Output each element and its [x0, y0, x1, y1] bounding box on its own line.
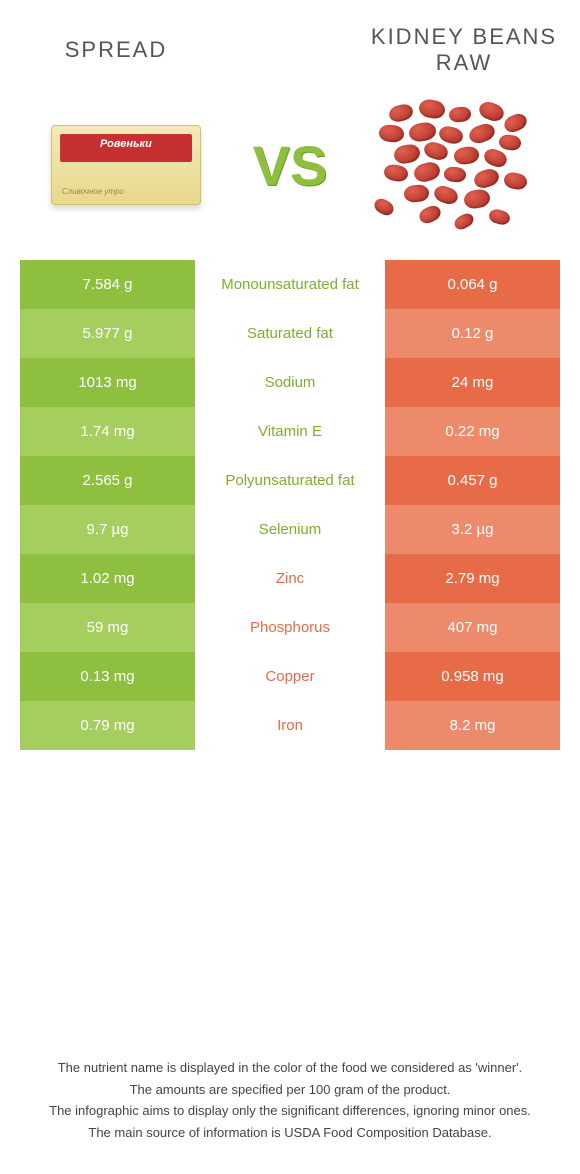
nutrient-name: Polyunsaturated fat: [195, 456, 385, 505]
nutrient-name: Saturated fat: [195, 309, 385, 358]
table-row: 0.79 mgIron8.2 mg: [20, 701, 560, 750]
left-value: 1.02 mg: [20, 554, 195, 603]
table-row: 2.565 gPolyunsaturated fat0.457 g: [20, 456, 560, 505]
left-value: 9.7 µg: [20, 505, 195, 554]
footer-notes: The nutrient name is displayed in the co…: [30, 1058, 550, 1144]
footer-line: The nutrient name is displayed in the co…: [30, 1058, 550, 1078]
left-value: 1.74 mg: [20, 407, 195, 456]
footer-line: The amounts are specified per 100 gram o…: [30, 1080, 550, 1100]
left-value: 59 mg: [20, 603, 195, 652]
bean-icon: [482, 146, 509, 169]
right-value: 0.457 g: [385, 456, 560, 505]
bean-icon: [432, 183, 460, 206]
right-food-title: Kidney beans raw: [348, 24, 580, 77]
bean-icon: [448, 106, 471, 123]
right-value: 24 mg: [385, 358, 560, 407]
bean-icon: [463, 188, 492, 210]
bean-icon: [422, 140, 450, 163]
nutrient-name: Iron: [195, 701, 385, 750]
spread-subtext: Сливочное утро: [62, 187, 124, 196]
nutrient-name: Sodium: [195, 358, 385, 407]
table-row: 1.74 mgVitamin E0.22 mg: [20, 407, 560, 456]
nutrient-name: Copper: [195, 652, 385, 701]
bean-icon: [477, 99, 506, 124]
right-value: 2.79 mg: [385, 554, 560, 603]
nutrient-name: Phosphorus: [195, 603, 385, 652]
right-value: 0.22 mg: [385, 407, 560, 456]
bean-icon: [452, 211, 476, 232]
right-value: 0.12 g: [385, 309, 560, 358]
bean-icon: [502, 111, 530, 135]
bean-icon: [378, 124, 404, 143]
table-row: 7.584 gMonounsaturated fat0.064 g: [20, 260, 560, 309]
left-value: 1013 mg: [20, 358, 195, 407]
left-value: 7.584 g: [20, 260, 195, 309]
bean-icon: [453, 145, 480, 165]
table-row: 1.02 mgZinc2.79 mg: [20, 554, 560, 603]
nutrient-name: Monounsaturated fat: [195, 260, 385, 309]
nutrient-name: Zinc: [195, 554, 385, 603]
table-row: 59 mgPhosphorus407 mg: [20, 603, 560, 652]
left-value: 0.13 mg: [20, 652, 195, 701]
nutrient-name: Selenium: [195, 505, 385, 554]
comparison-table: 7.584 gMonounsaturated fat0.064 g5.977 g…: [20, 260, 560, 750]
images-row: Ровеньки Сливочное утро VS: [0, 80, 580, 250]
footer-line: The infographic aims to display only the…: [30, 1101, 550, 1121]
bean-icon: [443, 166, 466, 183]
bean-icon: [393, 142, 422, 165]
footer-line: The main source of information is USDA F…: [30, 1123, 550, 1143]
bean-icon: [437, 124, 464, 146]
bean-icon: [387, 102, 414, 124]
comparison-header: Spread Kidney beans raw: [0, 0, 580, 80]
left-value: 2.565 g: [20, 456, 195, 505]
right-value: 0.958 mg: [385, 652, 560, 701]
table-row: 1013 mgSodium24 mg: [20, 358, 560, 407]
right-value: 407 mg: [385, 603, 560, 652]
bean-icon: [372, 196, 396, 218]
right-value: 8.2 mg: [385, 701, 560, 750]
left-food-title: Spread: [0, 37, 232, 63]
bean-icon: [498, 134, 522, 152]
spread-image: Ровеньки Сливочное утро: [41, 100, 211, 230]
table-row: 0.13 mgCopper0.958 mg: [20, 652, 560, 701]
right-value: 0.064 g: [385, 260, 560, 309]
bean-icon: [412, 160, 442, 184]
left-value: 0.79 mg: [20, 701, 195, 750]
nutrient-name: Vitamin E: [195, 407, 385, 456]
bean-icon: [417, 203, 443, 226]
vs-label: VS: [253, 133, 328, 198]
bean-icon: [408, 121, 438, 143]
table-row: 9.7 µgSelenium3.2 µg: [20, 505, 560, 554]
bean-icon: [403, 184, 429, 203]
bean-icon: [383, 163, 409, 183]
left-value: 5.977 g: [20, 309, 195, 358]
bean-icon: [418, 98, 447, 120]
right-value: 3.2 µg: [385, 505, 560, 554]
kidney-beans-image: [369, 100, 539, 230]
bean-icon: [488, 208, 512, 227]
spread-brand: Ровеньки: [52, 138, 200, 150]
bean-icon: [472, 167, 501, 191]
bean-icon: [503, 171, 529, 191]
bean-icon: [467, 121, 497, 146]
table-row: 5.977 gSaturated fat0.12 g: [20, 309, 560, 358]
